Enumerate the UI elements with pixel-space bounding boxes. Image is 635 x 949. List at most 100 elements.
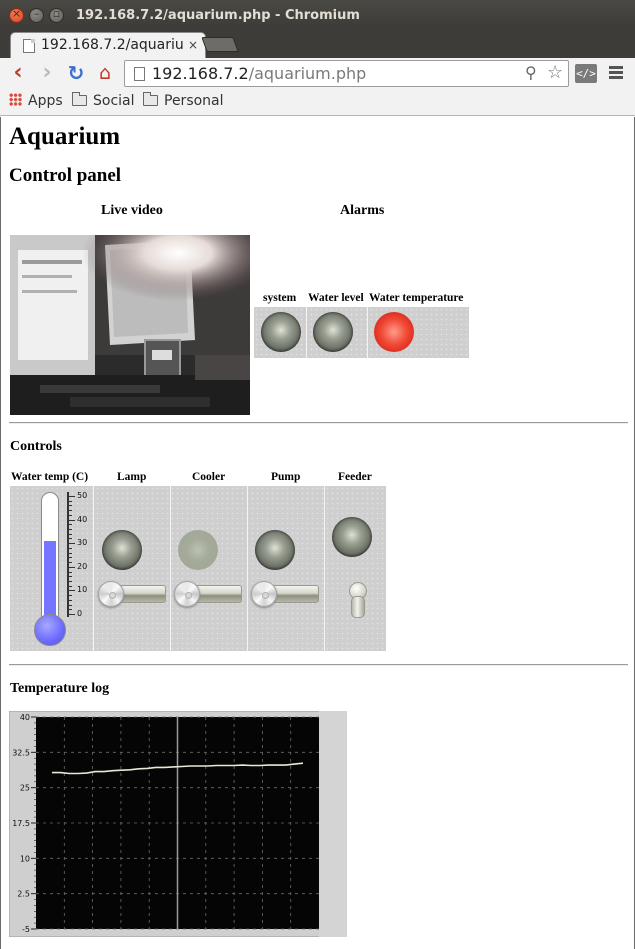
tab-close-icon[interactable]: × [188,38,199,52]
lamp-label: Lamp [117,471,147,483]
thermometer-tick [68,571,72,573]
control-panel-heading: Control panel [9,165,122,186]
tab-aquarium[interactable]: 192.168.7.2/aquarium.php × [10,32,206,59]
thermometer-tick [68,514,72,516]
live-video-heading: Live video [101,203,163,218]
cell-divider [247,486,248,651]
live-video-feed [10,235,250,415]
y-tick-label: 25 [20,784,30,793]
thermometer-tick [68,599,72,601]
zoom-icon[interactable]: ⚲ [525,63,537,82]
minimize-icon: – [33,7,40,20]
folder-icon [143,92,158,106]
tab-strip: 192.168.7.2/aquarium.php × [0,28,635,59]
thermometer-scale [67,492,69,617]
thermometer-tick-label: 0 [77,609,83,618]
feeder-led [332,517,372,557]
thermometer-level [44,541,56,619]
bookmark-social[interactable]: Social [72,92,135,109]
thermometer-tick [68,562,72,564]
temperature-series-line [52,762,304,775]
thermometer-tick [68,538,72,540]
thermometer-tick-label: 50 [77,491,88,500]
page-favicon-icon [23,39,35,53]
address-bar[interactable]: 192.168.7.2/aquarium.php ⚲ ☆ [124,60,569,87]
page-title: Aquarium [9,123,121,150]
thermometer-tick [68,529,72,531]
cooler-switch-knob[interactable] [174,581,200,607]
thermometer-tick [68,547,72,549]
menu-icon[interactable] [609,66,623,80]
thermometer-tick-label: 20 [77,561,88,571]
thermometer-tick [68,510,72,512]
y-tick-label: 17.5 [12,819,30,828]
thermometer-tick [68,576,72,578]
thermometer-tick [68,580,72,582]
y-tick-label: 2.5 [17,890,30,899]
forward-button[interactable]: › [42,60,52,85]
thermometer-tick-label: 40 [77,514,88,524]
alarms-heading: Alarms [340,203,385,218]
alarm-system-led [261,312,301,352]
controls-heading: Controls [10,439,62,454]
folder-icon [72,92,87,106]
feeder-toggle-switch[interactable] [346,582,370,622]
page-icon [134,67,145,81]
window-maximize-button[interactable]: ▫ [49,7,64,23]
divider [9,422,628,424]
close-icon: × [11,7,22,20]
cell-divider [367,307,368,358]
thermometer-tick [68,496,75,497]
water-temp-label: Water temp (C) [11,471,89,483]
cell-divider [324,486,325,651]
thermometer-tick [68,524,72,526]
bookmark-apps[interactable]: Apps [9,93,63,109]
thermometer [41,492,59,620]
thermometer-tick [68,604,72,606]
alarm-label-water-temperature: Water temperature [369,292,464,304]
thermometer-bulb [34,614,66,646]
feeder-toggle-stem [351,596,365,618]
maximize-icon: ▫ [52,7,61,20]
y-tick-label: -5 [22,925,30,934]
url-text[interactable]: 192.168.7.2/aquarium.php [152,64,366,83]
temperature-log-chart: 40 32.5 25 17.5 10 2.5 -5 [9,711,347,937]
window-close-button[interactable]: × [9,7,24,23]
apps-grid-icon [9,93,22,106]
back-button[interactable]: ‹ [13,60,23,85]
thermometer-tick [68,585,72,587]
bookmark-star-icon[interactable]: ☆ [547,62,564,83]
alarm-label-water-level: Water level [308,292,364,304]
thermometer-tick [68,552,72,554]
y-tick-label: 10 [20,854,30,863]
bookmark-social-label: Social [93,93,135,109]
browser-toolbar: ‹ › ↻ ⌂ 192.168.7.2/aquarium.php ⚲ ☆ </> [0,58,635,89]
bookmark-apps-label: Apps [28,93,63,109]
alarms-panel [254,307,469,358]
thermometer-tick [68,543,75,545]
bookmark-personal-label: Personal [164,93,224,109]
temperature-log-heading: Temperature log [10,681,110,696]
pump-led [255,530,295,570]
developer-extension-icon[interactable]: </> [575,64,597,83]
lamp-led [102,530,142,570]
bookmark-personal[interactable]: Personal [143,92,224,109]
thermometer-tick [68,505,72,507]
cell-divider [306,307,307,358]
lamp-switch-knob[interactable] [98,581,124,607]
new-tab-button[interactable] [201,37,239,52]
url-path: /aquarium.php [248,64,367,83]
pump-switch-knob[interactable] [251,581,277,607]
alarm-water-level-led [313,312,353,352]
window-minimize-button[interactable]: – [29,7,44,23]
cooler-label: Cooler [192,471,226,483]
home-button[interactable]: ⌂ [98,62,112,84]
reload-button[interactable]: ↻ [67,61,85,85]
pump-label: Pump [271,471,301,483]
thermometer-tick [68,595,72,597]
window-titlebar: × – ▫ 192.168.7.2/aquarium.php - Chromiu… [0,0,635,32]
feeder-label: Feeder [338,471,372,483]
y-tick-label: 40 [20,713,30,722]
thermometer-tick [68,614,75,615]
thermometer-tick [68,566,75,568]
